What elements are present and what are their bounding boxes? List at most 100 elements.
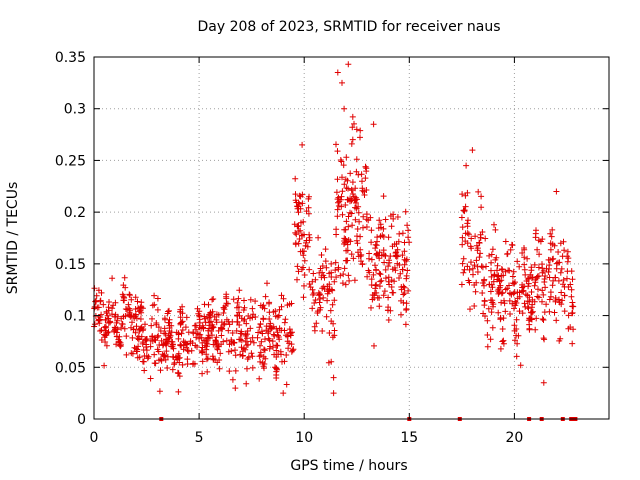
data-point <box>388 277 395 284</box>
data-point <box>188 347 195 354</box>
data-point <box>127 307 134 314</box>
data-point <box>196 324 203 331</box>
data-point <box>328 260 335 267</box>
data-point <box>319 269 326 276</box>
y-tick-label: 0.35 <box>55 50 86 66</box>
data-point <box>459 224 466 231</box>
data-point <box>556 259 563 266</box>
data-point <box>183 314 190 321</box>
y-tick-label: 0.15 <box>55 257 86 273</box>
data-point <box>105 320 112 326</box>
data-point <box>209 308 216 315</box>
data-point <box>360 224 366 231</box>
data-point <box>245 341 251 348</box>
data-point <box>376 255 383 262</box>
data-point <box>261 346 267 353</box>
data-point <box>128 350 135 357</box>
data-point <box>466 266 473 273</box>
data-point <box>516 263 523 270</box>
data-point <box>568 293 575 300</box>
data-point <box>341 241 347 247</box>
data-point <box>113 341 120 348</box>
data-point <box>307 284 314 291</box>
data-point <box>376 217 383 224</box>
data-point <box>218 319 225 326</box>
data-point <box>316 306 323 313</box>
data-point <box>199 370 206 377</box>
data-point <box>341 265 348 272</box>
data-point <box>460 255 467 262</box>
data-point <box>338 158 345 165</box>
x-tick-label: 5 <box>195 430 204 446</box>
data-point <box>459 191 466 198</box>
data-point <box>309 278 316 285</box>
data-point <box>377 271 384 278</box>
data-point <box>569 303 576 310</box>
data-point <box>249 353 256 360</box>
data-point <box>120 313 127 320</box>
data-point <box>121 325 128 332</box>
data-point <box>129 319 135 326</box>
data-point <box>286 326 293 333</box>
data-point <box>542 284 549 291</box>
data-point <box>561 283 568 290</box>
data-point <box>539 298 545 305</box>
data-point <box>533 315 540 322</box>
data-point <box>469 265 476 272</box>
data-point <box>357 233 364 240</box>
data-point <box>385 263 392 270</box>
data-point <box>153 320 160 326</box>
data-point <box>348 251 355 258</box>
data-point <box>281 319 288 326</box>
data-point <box>306 237 313 244</box>
data-point <box>342 281 349 288</box>
data-point <box>311 300 318 306</box>
data-point <box>539 316 546 322</box>
data-point <box>395 238 402 245</box>
data-point <box>273 347 280 354</box>
data-point <box>266 316 273 322</box>
data-point <box>226 368 233 375</box>
data-point <box>155 332 162 339</box>
data-point <box>385 317 392 323</box>
data-point <box>334 206 341 213</box>
data-point <box>166 307 172 314</box>
data-point <box>209 323 216 330</box>
data-point <box>507 246 514 253</box>
data-point <box>333 231 340 238</box>
data-point <box>401 248 408 255</box>
data-point <box>183 344 190 351</box>
data-point <box>113 329 120 336</box>
data-point <box>120 293 127 300</box>
data-point <box>311 323 318 330</box>
data-point <box>244 328 251 334</box>
data-point <box>382 252 389 259</box>
data-point <box>349 136 356 143</box>
data-point <box>270 331 277 338</box>
data-point <box>299 248 306 255</box>
data-point <box>237 330 244 337</box>
data-point <box>259 304 266 311</box>
data-point <box>236 287 243 294</box>
data-point <box>513 353 520 360</box>
y-tick-label: 0.1 <box>64 309 86 325</box>
data-point <box>164 365 171 371</box>
data-point <box>316 291 323 298</box>
data-point <box>213 311 220 318</box>
data-point <box>363 187 370 193</box>
data-point <box>484 343 491 350</box>
data-point <box>473 257 480 264</box>
data-point <box>357 127 364 134</box>
data-point <box>187 340 194 347</box>
data-point <box>543 301 550 308</box>
data-point <box>540 291 547 298</box>
data-point <box>535 264 542 271</box>
data-point <box>175 330 182 337</box>
data-point <box>468 245 475 252</box>
data-point <box>569 340 576 347</box>
data-point <box>534 246 541 253</box>
data-point <box>209 296 216 303</box>
data-point <box>478 193 485 200</box>
data-point <box>294 276 300 283</box>
data-point <box>268 325 275 332</box>
